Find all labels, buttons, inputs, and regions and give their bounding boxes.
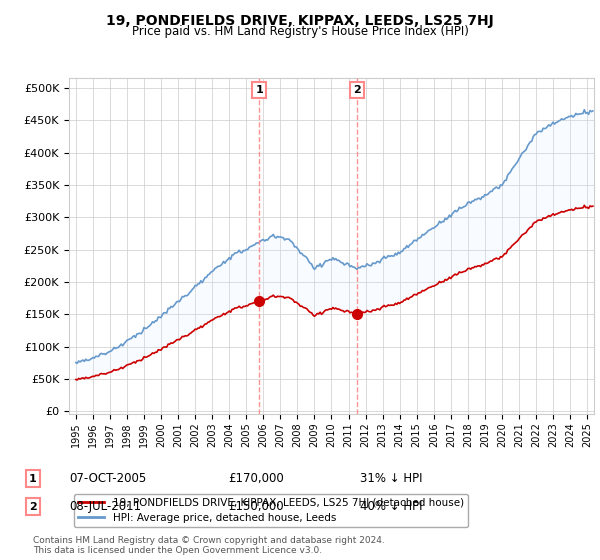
Text: 08-JUL-2011: 08-JUL-2011 — [69, 500, 141, 514]
Text: Contains HM Land Registry data © Crown copyright and database right 2024.
This d: Contains HM Land Registry data © Crown c… — [33, 536, 385, 556]
Text: 31% ↓ HPI: 31% ↓ HPI — [360, 472, 422, 486]
Text: 1: 1 — [256, 85, 263, 95]
Text: 2: 2 — [29, 502, 37, 512]
Legend: 19, PONDFIELDS DRIVE, KIPPAX, LEEDS, LS25 7HJ (detached house), HPI: Average pri: 19, PONDFIELDS DRIVE, KIPPAX, LEEDS, LS2… — [74, 493, 468, 527]
Text: 19, PONDFIELDS DRIVE, KIPPAX, LEEDS, LS25 7HJ: 19, PONDFIELDS DRIVE, KIPPAX, LEEDS, LS2… — [106, 14, 494, 28]
Text: £150,000: £150,000 — [228, 500, 284, 514]
Text: 2: 2 — [353, 85, 361, 95]
Text: 1: 1 — [29, 474, 37, 484]
Text: £170,000: £170,000 — [228, 472, 284, 486]
Text: 40% ↓ HPI: 40% ↓ HPI — [360, 500, 422, 514]
Text: Price paid vs. HM Land Registry's House Price Index (HPI): Price paid vs. HM Land Registry's House … — [131, 25, 469, 38]
Text: 07-OCT-2005: 07-OCT-2005 — [69, 472, 146, 486]
